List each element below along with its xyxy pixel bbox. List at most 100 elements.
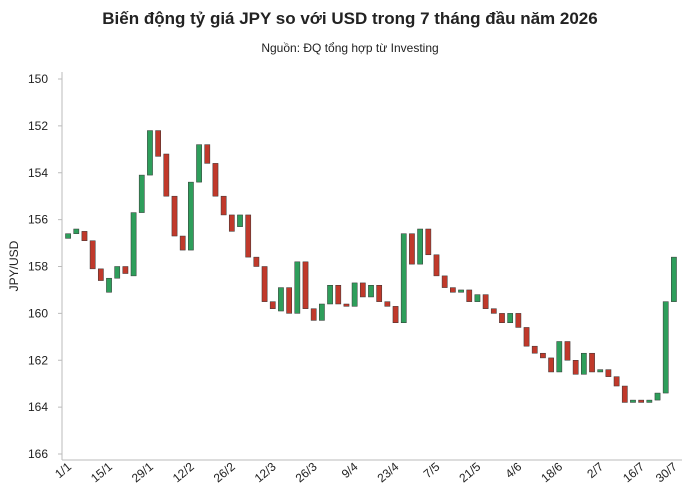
x-tick-label: 4/6 [503, 459, 525, 481]
candle [106, 277, 112, 293]
candle [147, 130, 153, 176]
candle [490, 308, 497, 314]
y-tick-label: 154 [28, 166, 48, 180]
candle [540, 352, 546, 359]
candle [335, 285, 342, 305]
chart-subtitle: Nguồn: ĐQ tổng hợp từ Investing [261, 41, 438, 55]
y-tick-label: 152 [28, 119, 48, 133]
candle [294, 261, 301, 314]
candle [114, 266, 121, 279]
candle [638, 399, 645, 403]
candle [81, 231, 88, 241]
candle [196, 144, 202, 183]
x-tick-label: 29/1 [129, 459, 156, 485]
candle [671, 256, 677, 302]
candle [269, 301, 276, 309]
x-tick-label: 15/1 [88, 459, 115, 485]
candle [458, 289, 464, 293]
candle [155, 130, 161, 157]
candle [646, 399, 653, 403]
candle [400, 233, 407, 323]
y-tick-label: 150 [28, 72, 48, 86]
candle [556, 341, 563, 373]
candle [425, 228, 432, 256]
candle [73, 228, 80, 234]
candle [237, 214, 243, 227]
candle [245, 214, 252, 258]
candle [441, 275, 448, 288]
candle [662, 301, 669, 394]
x-tick-label: 21/5 [456, 459, 483, 485]
candle [65, 233, 71, 239]
x-tick-label: 26/3 [293, 459, 320, 485]
candle [253, 256, 260, 267]
candle [204, 144, 211, 164]
y-tick-label: 164 [28, 400, 48, 414]
candle [654, 392, 661, 401]
candle [163, 153, 170, 197]
candle [220, 195, 227, 216]
candle [359, 282, 366, 298]
y-axis-label: JPY/USD [7, 240, 21, 291]
candle [417, 228, 423, 265]
candle [343, 303, 350, 307]
candle [548, 357, 554, 373]
candle [474, 294, 481, 302]
candle [278, 287, 284, 312]
candle [376, 285, 383, 302]
chart-title: Biến động tỷ giá JPY so với USD trong 7 … [102, 9, 597, 28]
x-tick-label: 7/5 [421, 459, 443, 481]
candle [581, 352, 587, 375]
candle [621, 385, 628, 403]
candle [613, 376, 620, 387]
candle [228, 214, 235, 232]
candle [97, 268, 104, 281]
candle [310, 308, 317, 321]
candle [89, 240, 96, 270]
candle [171, 195, 178, 237]
candle [572, 360, 579, 375]
y-tick-label: 158 [28, 260, 48, 274]
x-tick-label: 26/2 [211, 459, 238, 485]
y-tick-label: 162 [28, 353, 48, 367]
candle [450, 287, 456, 293]
candle [409, 233, 415, 265]
x-tick-label: 23/4 [375, 459, 402, 485]
candle [515, 313, 522, 328]
candle [212, 163, 219, 197]
candle [351, 282, 358, 307]
x-tick-label: 12/2 [170, 459, 197, 485]
candle [368, 285, 374, 298]
candle [179, 235, 186, 251]
candle [130, 212, 137, 277]
candle [597, 369, 604, 373]
candle [564, 341, 571, 361]
y-tick-label: 160 [28, 306, 48, 320]
x-tick-label: 2/7 [584, 459, 606, 481]
candle [302, 261, 309, 309]
candle [384, 301, 391, 307]
candle [327, 285, 333, 305]
x-tick-label: 12/3 [252, 459, 279, 485]
candle [319, 303, 325, 321]
y-tick-label: 166 [28, 447, 48, 461]
candle [482, 294, 489, 309]
x-tick-label: 30/7 [653, 459, 680, 485]
candle [531, 345, 538, 354]
x-tick-label: 18/6 [538, 459, 565, 485]
candle [138, 174, 145, 213]
x-tick-label: 16/7 [620, 459, 647, 485]
candle [589, 352, 595, 373]
candle [466, 289, 473, 302]
candle [188, 181, 194, 251]
candle [122, 266, 129, 274]
y-tick-label: 156 [28, 213, 48, 227]
candle [392, 306, 399, 323]
candle [286, 287, 292, 314]
candle [433, 254, 440, 277]
candle [499, 313, 505, 323]
candle [605, 369, 612, 377]
candle [507, 313, 514, 323]
candle [630, 399, 636, 403]
